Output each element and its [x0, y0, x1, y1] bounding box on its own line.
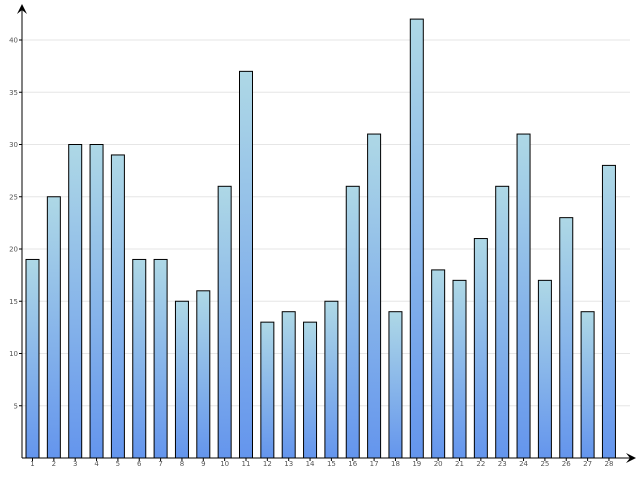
x-tick-label: 6: [137, 460, 142, 468]
x-axis-arrow: [626, 453, 636, 463]
x-tick-label: 21: [455, 460, 464, 468]
bar-20: [431, 269, 446, 459]
bar-16: [345, 185, 360, 459]
x-tick-label: 1: [30, 460, 34, 468]
bar-1: [25, 258, 40, 459]
bar-21: [452, 279, 467, 459]
x-tick-label: 13: [284, 460, 293, 468]
y-tick-label: 5: [14, 402, 18, 410]
x-tick-label: 22: [476, 460, 485, 468]
y-tick-label: 15: [9, 298, 18, 306]
x-tick-label: 24: [519, 460, 528, 468]
bar-12: [260, 321, 275, 459]
x-tick-label: 18: [391, 460, 400, 468]
bars-layer: [25, 18, 616, 459]
x-tick-label: 17: [370, 460, 379, 468]
bar-2: [46, 196, 61, 459]
bar-4: [89, 144, 104, 459]
y-tick-label: 30: [9, 141, 18, 149]
bar-26: [559, 217, 574, 459]
bar-9: [196, 290, 211, 459]
y-tick-label: 25: [9, 193, 18, 201]
x-tick-label: 20: [434, 460, 443, 468]
bar-5: [110, 154, 125, 459]
x-tick-label: 4: [94, 460, 99, 468]
y-tick-label: 20: [9, 246, 18, 254]
x-tick-label: 14: [306, 460, 315, 468]
bar-27: [580, 311, 595, 459]
bar-11: [239, 70, 253, 459]
bar-7: [153, 258, 168, 459]
y-axis-arrow: [17, 4, 27, 14]
x-tick-label: 8: [180, 460, 184, 468]
bar-3: [68, 144, 83, 459]
axes-layer: [17, 4, 636, 463]
x-tick-label: 9: [201, 460, 205, 468]
bar-19: [409, 18, 424, 459]
bar-10: [217, 185, 232, 459]
x-tick-label: 12: [263, 460, 272, 468]
y-tick-label: 35: [9, 89, 18, 97]
y-tick-label: 10: [9, 350, 18, 358]
x-tick-label: 25: [540, 460, 549, 468]
bar-23: [495, 185, 510, 459]
bar-6: [132, 258, 147, 459]
x-tick-label: 15: [327, 460, 336, 468]
bar-15: [324, 300, 339, 459]
bar-24: [516, 133, 531, 459]
x-tick-label: 2: [52, 460, 56, 468]
bar-17: [367, 133, 382, 459]
x-tick-label: 23: [498, 460, 507, 468]
x-tick-label: 10: [220, 460, 229, 468]
x-tick-label: 27: [583, 460, 592, 468]
x-tick-label: 3: [73, 460, 77, 468]
y-tick-label: 40: [9, 37, 18, 45]
bar-18: [388, 311, 403, 459]
x-tick-label: 11: [242, 460, 251, 468]
x-tick-label: 5: [116, 460, 120, 468]
bar-25: [537, 279, 552, 459]
bar-22: [473, 238, 488, 459]
bar-8: [174, 300, 189, 459]
x-tick-label: 19: [412, 460, 421, 468]
x-tick-label: 26: [562, 460, 571, 468]
x-tick-label: 7: [158, 460, 162, 468]
x-tick-label: 16: [348, 460, 357, 468]
bar-13: [281, 311, 296, 459]
bar-28: [601, 164, 616, 459]
bar-14: [303, 321, 318, 459]
x-tick-label: 28: [604, 460, 613, 468]
